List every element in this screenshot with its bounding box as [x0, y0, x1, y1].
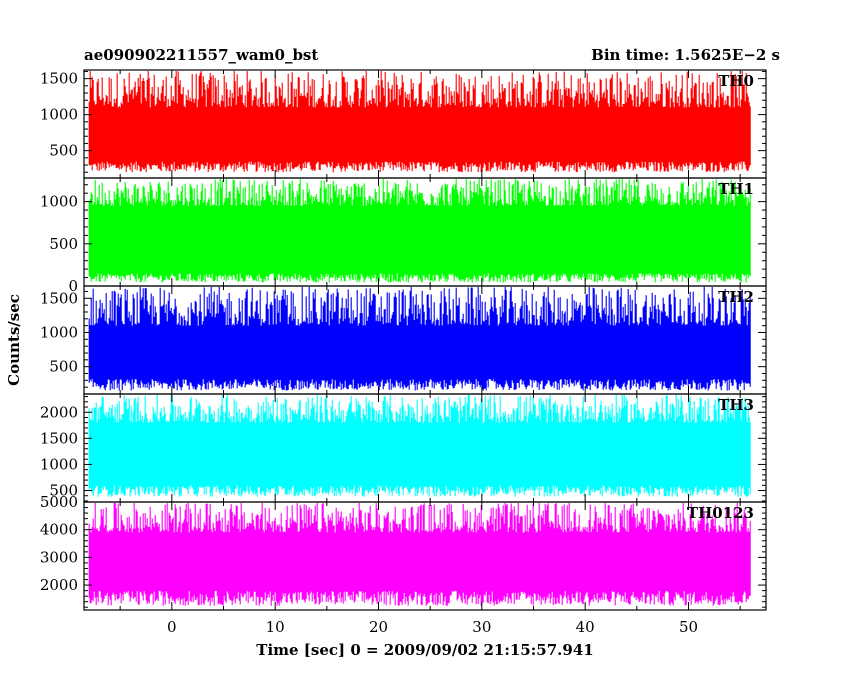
y-tick-label: 1000 [40, 455, 78, 473]
series-trace-TH3 [88, 395, 751, 497]
y-tick-label: 5000 [40, 493, 78, 511]
panel-label-TH0123: TH0123 [687, 504, 754, 522]
y-tick-label: 500 [49, 482, 78, 500]
x-tick-label: 20 [369, 618, 388, 636]
series-trace-TH0123 [88, 503, 751, 606]
y-tick-label: 2000 [40, 576, 78, 594]
y-tick-label: 3000 [40, 548, 78, 566]
x-tick-label: 30 [472, 618, 491, 636]
x-tick-label: 0 [167, 618, 177, 636]
y-tick-label: 1500 [40, 70, 78, 88]
x-tick-label: 50 [679, 618, 698, 636]
panel-label-TH2: TH2 [718, 288, 754, 306]
chart-title-right: Bin time: 1.5625E−2 s [591, 46, 780, 64]
series-trace-TH1 [88, 179, 751, 283]
y-axis-label: Counts/sec [5, 294, 23, 386]
x-tick-label: 10 [266, 618, 285, 636]
panel-label-TH1: TH1 [718, 180, 754, 198]
panels: TH050010001500TH105001000TH250010001500T… [40, 69, 767, 636]
y-tick-label: 500 [49, 235, 78, 253]
panel-label-TH0: TH0 [718, 72, 754, 90]
y-tick-label: 4000 [40, 521, 78, 539]
x-tick-label: 40 [576, 618, 595, 636]
series-trace-TH0 [88, 71, 751, 173]
panel-label-TH3: TH3 [718, 396, 754, 414]
y-tick-label: 1000 [40, 193, 78, 211]
y-tick-label: 2000 [40, 403, 78, 421]
chart-title-left: ae090902211557_wam0_bst [84, 46, 318, 64]
y-tick-label: 0 [68, 277, 78, 295]
y-tick-label: 1500 [40, 429, 78, 447]
x-axis-label: Time [sec] 0 = 2009/09/02 21:15:57.941 [256, 641, 593, 659]
y-tick-label: 1500 [40, 289, 78, 307]
y-tick-label: 500 [49, 142, 78, 160]
y-tick-label: 1000 [40, 323, 78, 341]
panel-frame-TH0123 [83, 501, 767, 611]
series-trace-TH2 [88, 287, 751, 391]
y-tick-label: 500 [49, 358, 78, 376]
y-tick-label: 1000 [40, 106, 78, 124]
